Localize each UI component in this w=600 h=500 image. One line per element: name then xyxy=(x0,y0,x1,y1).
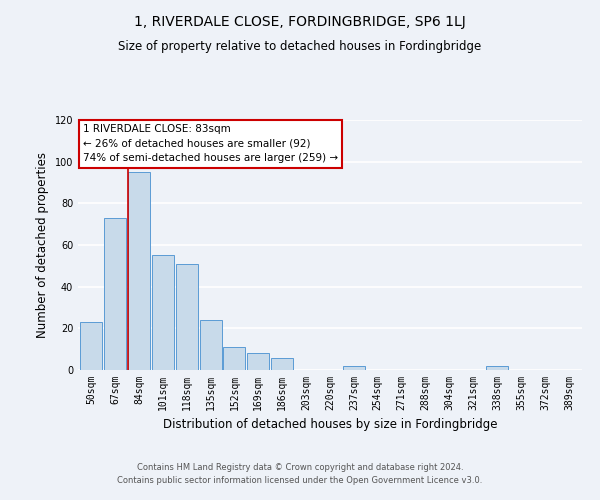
Bar xyxy=(343,366,365,370)
Bar xyxy=(271,358,293,370)
Bar xyxy=(247,354,269,370)
Text: Contains HM Land Registry data © Crown copyright and database right 2024.
Contai: Contains HM Land Registry data © Crown c… xyxy=(118,464,482,485)
Bar xyxy=(486,366,508,370)
Text: 1, RIVERDALE CLOSE, FORDINGBRIDGE, SP6 1LJ: 1, RIVERDALE CLOSE, FORDINGBRIDGE, SP6 1… xyxy=(134,15,466,29)
Bar xyxy=(176,264,197,370)
Text: Size of property relative to detached houses in Fordingbridge: Size of property relative to detached ho… xyxy=(118,40,482,53)
X-axis label: Distribution of detached houses by size in Fordingbridge: Distribution of detached houses by size … xyxy=(163,418,497,432)
Text: 1 RIVERDALE CLOSE: 83sqm
← 26% of detached houses are smaller (92)
74% of semi-d: 1 RIVERDALE CLOSE: 83sqm ← 26% of detach… xyxy=(83,124,338,164)
Bar xyxy=(80,322,102,370)
Bar xyxy=(152,256,174,370)
Bar xyxy=(128,172,150,370)
Bar xyxy=(223,347,245,370)
Bar xyxy=(104,218,126,370)
Bar xyxy=(200,320,221,370)
Y-axis label: Number of detached properties: Number of detached properties xyxy=(36,152,49,338)
